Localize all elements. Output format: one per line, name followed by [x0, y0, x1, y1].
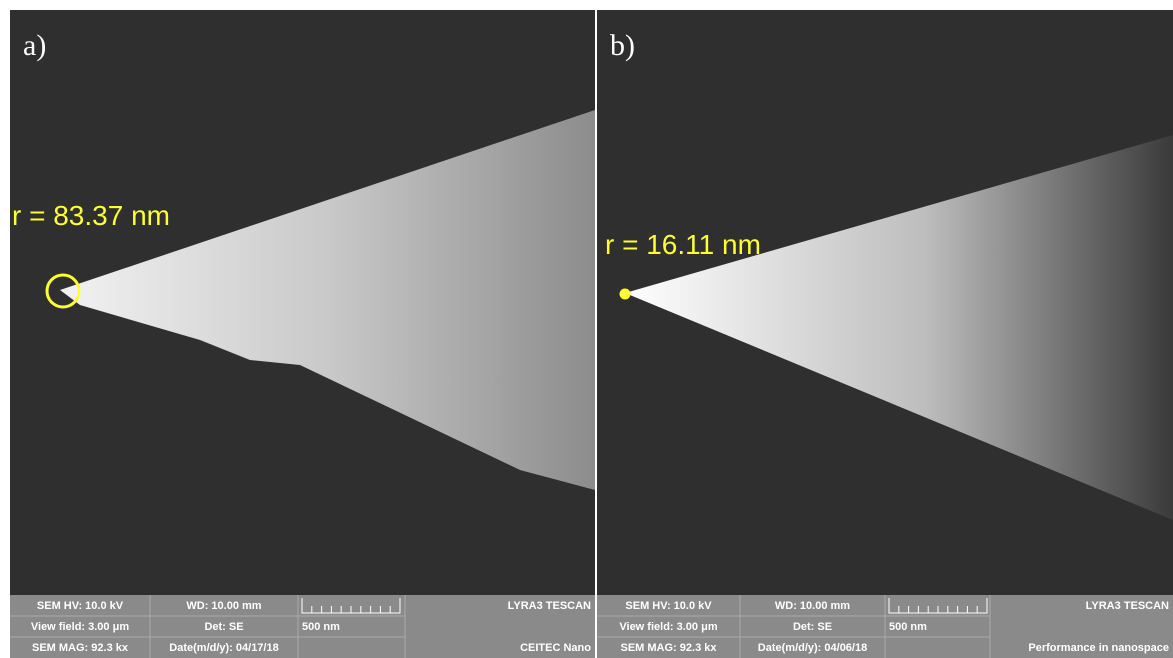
info-brand: LYRA3 TESCAN	[1086, 600, 1169, 612]
info-detector: Det: SE	[204, 621, 243, 633]
info-wd: WD: 10.00 mm	[186, 600, 261, 612]
info-magnification: SEM MAG: 92.3 kx	[621, 642, 718, 654]
figure: a) r = 83.37 nm SEM HV: 10.0 kV WD: 10.00 m…	[0, 0, 1173, 658]
radius-label: r = 83.37 nm	[12, 200, 170, 231]
info-view-field: View field: 3.00 μm	[619, 621, 717, 633]
info-hv: SEM HV: 10.0 kV	[37, 600, 124, 612]
info-wd: WD: 10.00 mm	[775, 600, 850, 612]
panel-label: b)	[610, 29, 635, 62]
radius-label: r = 16.11 nm	[605, 229, 761, 260]
info-footer: CEITEC Nano	[520, 642, 591, 654]
info-brand: LYRA3 TESCAN	[508, 600, 591, 612]
apex-marker	[621, 290, 629, 298]
info-detector: Det: SE	[793, 621, 832, 633]
info-footer: Performance in nanospace	[1028, 642, 1169, 654]
info-scale: 500 nm	[302, 621, 340, 633]
info-date: Date(m/d/y): 04/17/18	[169, 642, 278, 654]
sem-panel: a) r = 83.37 nm SEM HV: 10.0 kV WD: 10.00 m…	[10, 10, 595, 658]
sem-panel: b) r = 16.11 nm SEM HV: 10.0 kV WD: 10.00 m…	[597, 10, 1173, 658]
info-hv: SEM HV: 10.0 kV	[625, 600, 712, 612]
info-magnification: SEM MAG: 92.3 kx	[32, 642, 129, 654]
panel-label: a)	[23, 29, 46, 62]
info-date: Date(m/d/y): 04/06/18	[758, 642, 867, 654]
info-view-field: View field: 3.00 μm	[31, 621, 129, 633]
info-scale: 500 nm	[889, 621, 927, 633]
